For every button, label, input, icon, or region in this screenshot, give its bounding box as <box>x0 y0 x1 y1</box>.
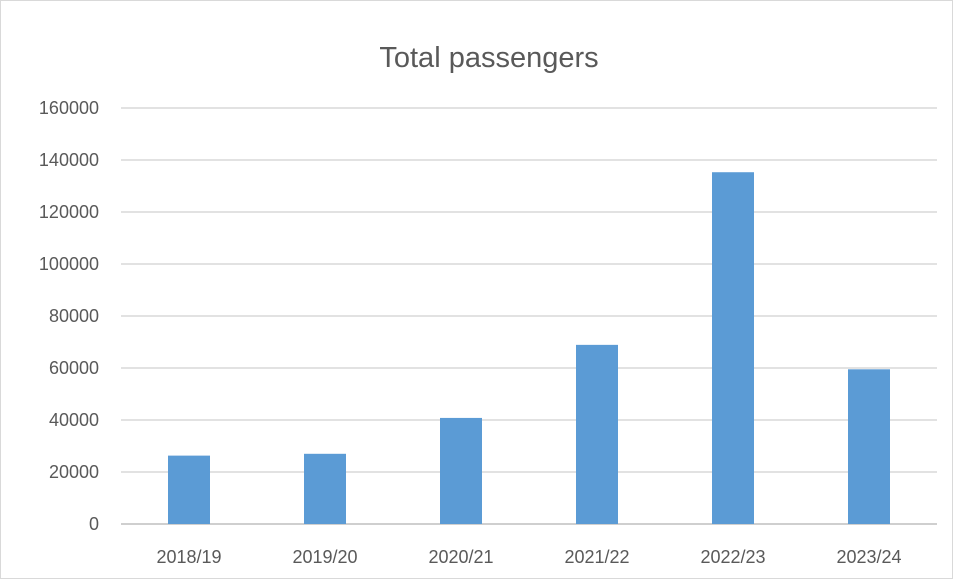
y-tick-label: 80000 <box>49 306 99 326</box>
gridlines <box>121 107 937 525</box>
y-tick-label: 160000 <box>39 98 99 118</box>
bar <box>712 172 754 524</box>
bar <box>304 453 346 524</box>
bar <box>576 344 618 524</box>
bar <box>168 455 210 524</box>
x-tick-label: 2021/22 <box>564 547 629 567</box>
y-tick-label: 140000 <box>39 150 99 170</box>
x-tick-label: 2019/20 <box>292 547 357 567</box>
y-axis-ticks: 0 20000 40000 60000 80000 100000 120000 140000 1… <box>39 98 99 534</box>
x-tick-label: 2020/21 <box>428 547 493 567</box>
x-axis-ticks: 2018/19 2019/20 2020/21 2021/22 2022/23 2023/… <box>156 547 901 567</box>
x-tick-label: 2018/19 <box>156 547 221 567</box>
y-tick-label: 60000 <box>49 358 99 378</box>
bar <box>848 369 890 524</box>
chart-title: Total passengers <box>379 42 598 74</box>
y-tick-label: 20000 <box>49 462 99 482</box>
y-tick-label: 100000 <box>39 254 99 274</box>
y-tick-label: 40000 <box>49 410 99 430</box>
y-tick-label: 0 <box>89 514 99 534</box>
x-tick-label: 2022/23 <box>700 547 765 567</box>
bars <box>168 172 890 524</box>
bar <box>440 417 482 524</box>
y-tick-label: 120000 <box>39 202 99 222</box>
x-tick-label: 2023/24 <box>836 547 901 567</box>
